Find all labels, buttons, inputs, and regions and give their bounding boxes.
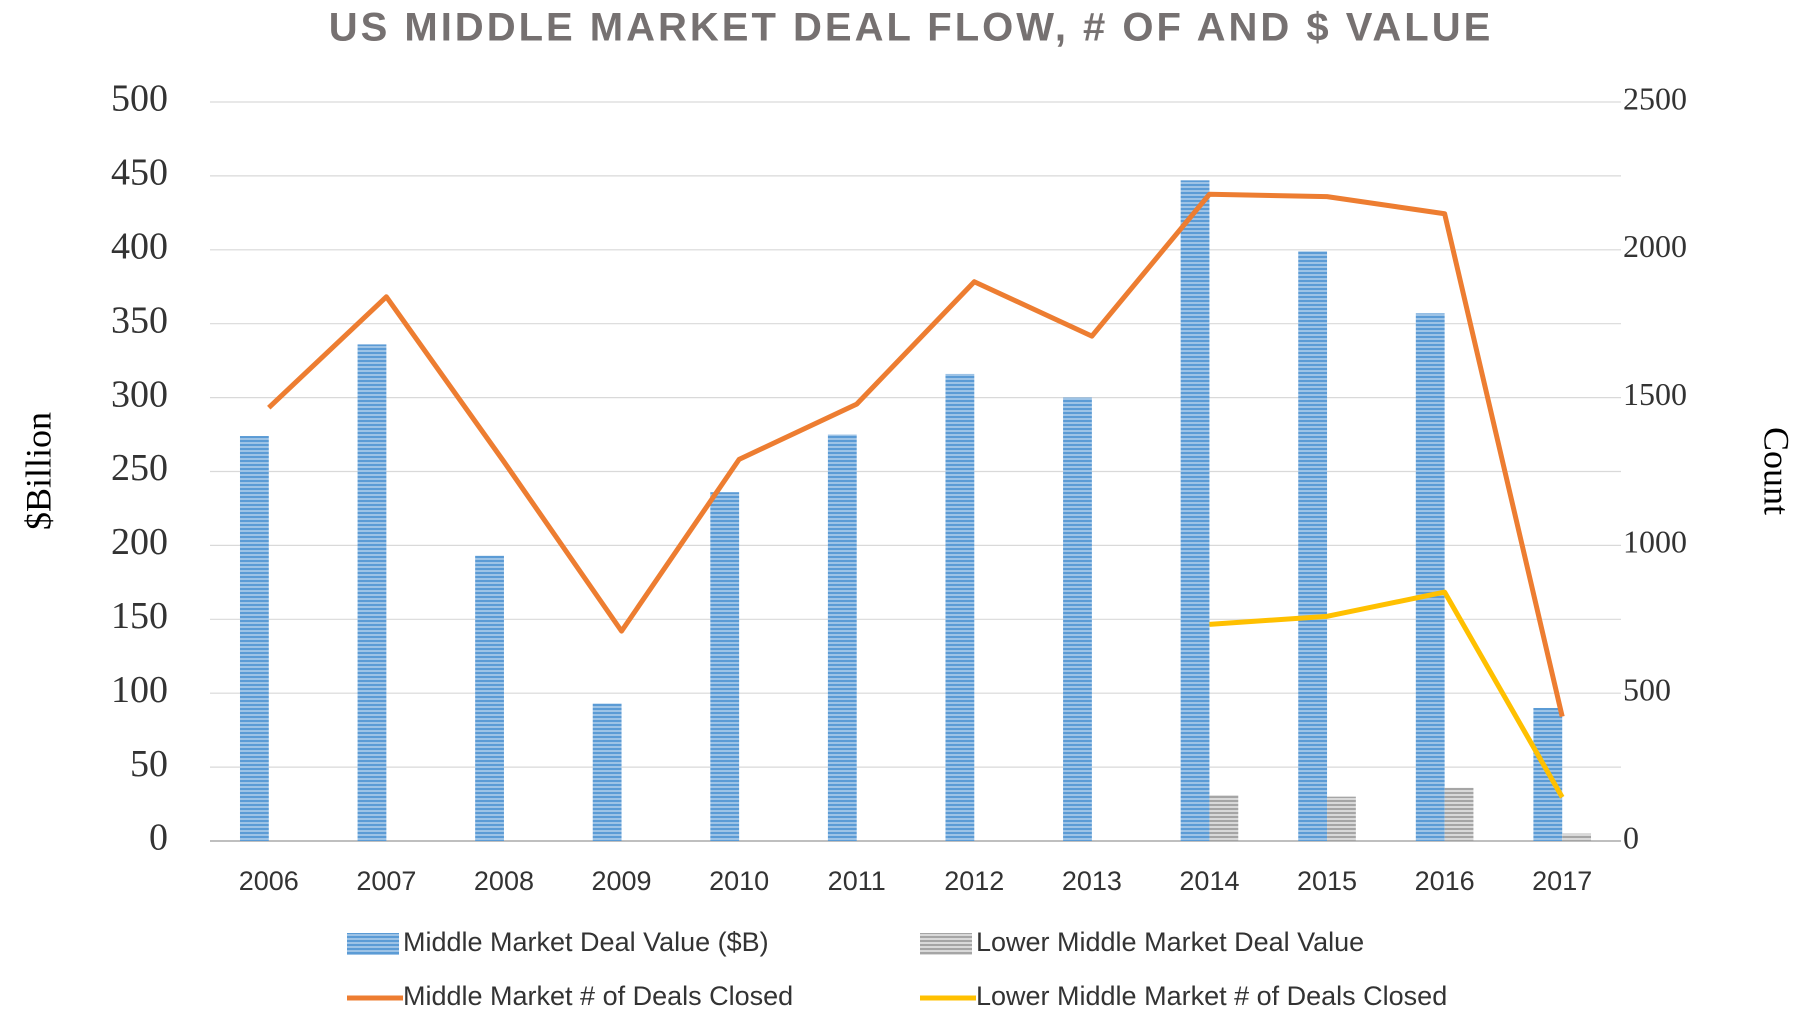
y-tick-label: 200: [111, 521, 168, 563]
bar: [357, 344, 387, 841]
bar: [1180, 180, 1210, 842]
x-tick-label: 2012: [944, 866, 1004, 896]
bar: [475, 555, 504, 841]
y-tick-label: 50: [130, 743, 168, 785]
y-tick-label: 400: [111, 226, 168, 268]
x-tick-label: 2006: [239, 866, 299, 896]
bar: [1209, 795, 1239, 841]
x-tick-label: 2014: [1179, 866, 1239, 896]
bar: [827, 434, 857, 841]
line: [1209, 589, 1565, 799]
x-tick-label: 2011: [828, 866, 886, 896]
y-tick-label: 250: [111, 447, 168, 489]
y2-tick-label: 0: [1623, 819, 1639, 855]
bar: [1415, 313, 1445, 841]
x-tick-label: 2010: [709, 866, 769, 896]
y2-tick-label: 1000: [1623, 524, 1687, 560]
y-tick-label: 450: [111, 152, 168, 194]
y2-tick-label: 2000: [1623, 228, 1687, 264]
x-tick-label: 2015: [1297, 866, 1357, 896]
bar: [710, 492, 740, 841]
bar: [592, 703, 622, 841]
bar: [945, 373, 975, 841]
x-tick-label: 2013: [1062, 866, 1122, 896]
y-tick-label: 0: [149, 817, 168, 859]
y-tick-label: 150: [111, 595, 168, 637]
line: [267, 191, 1565, 718]
legend-swatch: [347, 933, 399, 955]
x-tick-label: 2016: [1415, 866, 1475, 896]
y-tick-label: 350: [111, 299, 168, 341]
x-tick-label: 2009: [592, 866, 652, 896]
y2-tick-label: 2500: [1623, 80, 1687, 116]
y-tick-label: 100: [111, 669, 168, 711]
bar: [239, 436, 269, 841]
bar: [1298, 251, 1328, 841]
y-tick-label: 300: [111, 373, 168, 415]
y2-tick-label: 1500: [1623, 376, 1687, 412]
legend-label: Middle Market Deal Value ($B): [403, 927, 769, 957]
legend-label: Lower Middle Market # of Deals Closed: [976, 981, 1447, 1011]
legend-swatch: [920, 933, 972, 955]
legend-label: Middle Market # of Deals Closed: [403, 981, 793, 1011]
x-tick-label: 2008: [474, 866, 534, 896]
y2-tick-label: 500: [1623, 672, 1671, 708]
y-tick-label: 500: [111, 78, 168, 120]
y2-axis-title: Count: [1757, 427, 1797, 515]
bar: [1444, 787, 1474, 841]
legend-label: Lower Middle Market Deal Value: [976, 927, 1364, 957]
bar: [1063, 397, 1092, 841]
chart-title: US MIDDLE MARKET DEAL FLOW, # OF AND $ V…: [329, 6, 1494, 50]
x-tick-label: 2017: [1532, 866, 1592, 896]
x-tick-label: 2007: [356, 866, 416, 896]
bar: [1562, 833, 1592, 841]
bar: [1327, 796, 1356, 841]
y-axis-title: $Billion: [18, 412, 58, 530]
